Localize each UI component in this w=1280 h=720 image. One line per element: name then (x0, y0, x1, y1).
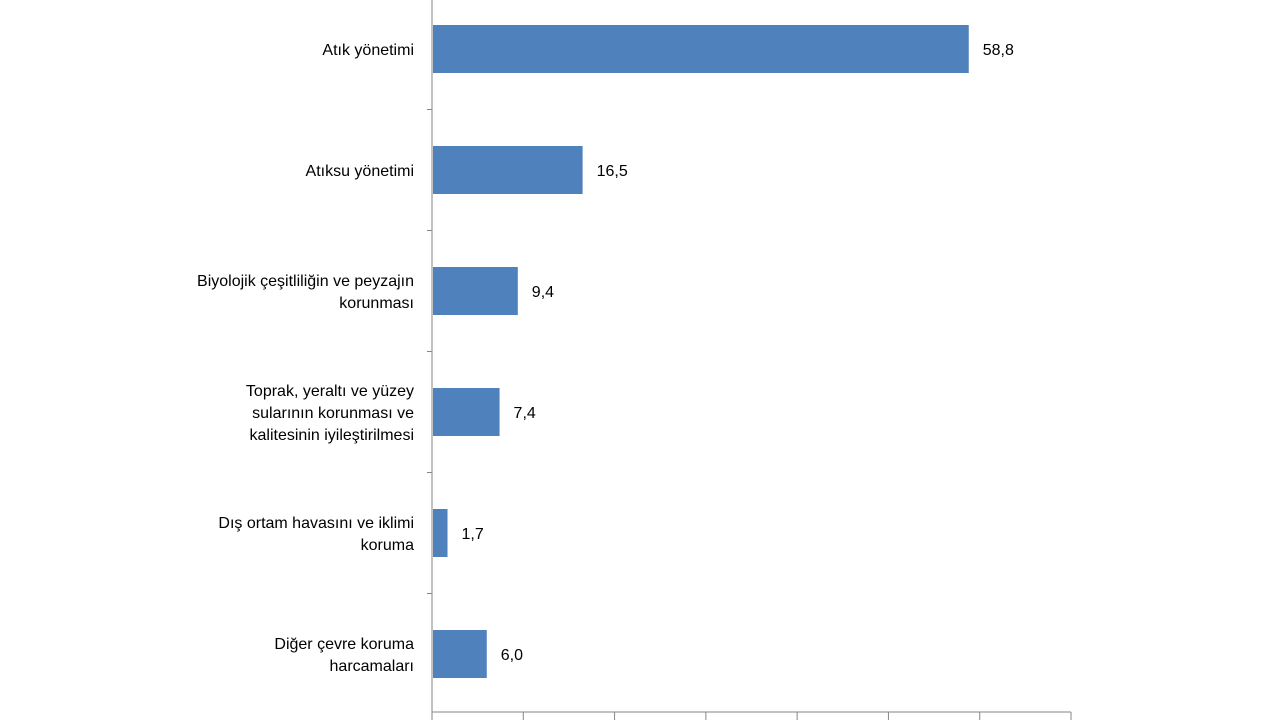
bar-value-label: 6,0 (501, 647, 523, 664)
category-label: Dış ortam havasını ve iklimi koruma (218, 515, 414, 554)
bar (433, 146, 583, 194)
category-label: Diğer çevre koruma harcamaları (274, 636, 414, 675)
bar (433, 509, 448, 557)
bar-value-label: 1,7 (462, 526, 484, 543)
category-label-line: kalitesinin iyileştirilmesi (250, 427, 414, 444)
bar-value-label: 7,4 (514, 405, 536, 422)
bar-value-label: 9,4 (532, 284, 554, 301)
chart-labels: 58,8 Atık yönetimi 16,5 Atıksu yönetimi 9,4 B… (197, 42, 1014, 675)
bar (433, 388, 500, 436)
chart-axes (427, 0, 1072, 720)
category-label-line: Toprak, yeraltı ve yüzey (246, 383, 414, 400)
category-label-line: korunması (339, 295, 414, 312)
bar-value-label: 58,8 (983, 42, 1014, 59)
category-label-line: koruma (361, 537, 414, 554)
category-label: Toprak, yeraltı ve yüzey sularının korunm… (246, 383, 414, 444)
bar-value-label: 16,5 (597, 163, 628, 180)
category-label-line: Atık yönetimi (322, 42, 414, 59)
category-label-line: Atıksu yönetimi (306, 163, 414, 180)
category-label: Biyolojik çeşitliliğin ve peyzajın korunm… (197, 273, 414, 312)
bar (433, 630, 487, 678)
category-label-line: Dış ortam havasını ve iklimi (218, 515, 414, 532)
category-label: Atık yönetimi (322, 42, 414, 59)
chart-bars (433, 25, 969, 678)
category-label-line: sularının korunması ve (252, 405, 414, 422)
category-label-line: harcamaları (330, 658, 414, 675)
category-label-line: Diğer çevre koruma (274, 636, 414, 653)
category-label-line: Biyolojik çeşitliliğin ve peyzajın (197, 273, 414, 290)
category-label: Atıksu yönetimi (306, 163, 414, 180)
bar (433, 267, 518, 315)
bar (433, 25, 969, 73)
